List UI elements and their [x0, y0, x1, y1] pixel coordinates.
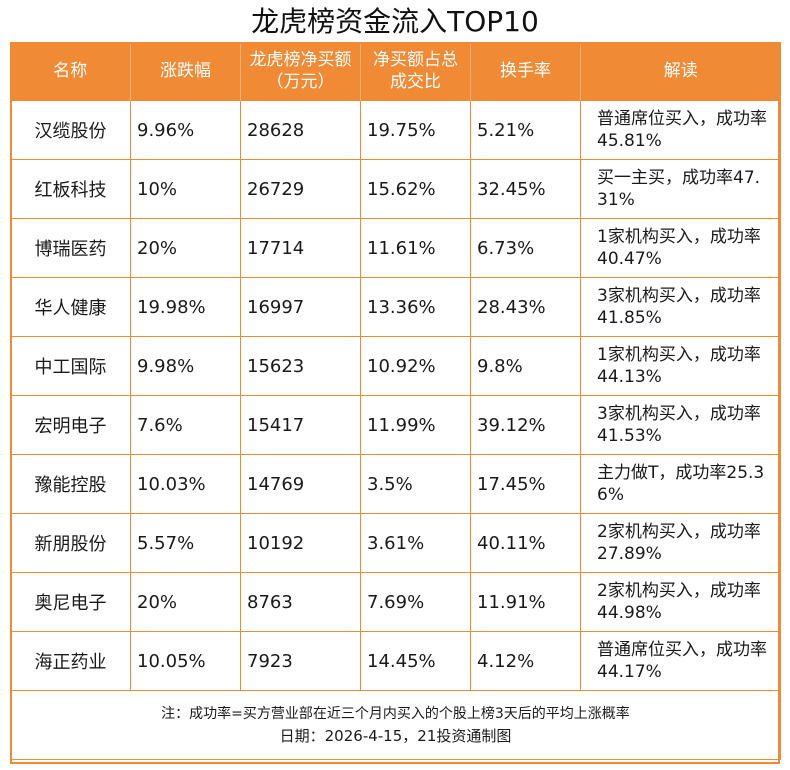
page-title: 龙虎榜资金流入TOP10	[251, 5, 539, 38]
source-line: 日期：2026-4-15，21投资通制图	[279, 727, 512, 745]
table-header-row: 名称 涨跌幅 龙虎榜净买额（万元） 净买额占总成交比 换手率 解读	[10, 42, 781, 101]
cell-ratio: 3.5%	[360, 454, 471, 514]
cell-net-buy: 17714	[240, 218, 361, 278]
table-frame	[10, 42, 780, 764]
cell-net-buy: 10192	[240, 513, 361, 573]
cell-note: 普通席位买入，成功率45.81%	[580, 100, 781, 160]
table-row: 豫能控股 10.03% 14769 3.5% 17.45% 主力做T，成功率25.36%	[10, 454, 781, 514]
cell-note: 3家机构买入，成功率41.53%	[580, 395, 781, 455]
cell-change: 10.05%	[130, 631, 241, 691]
header-change: 涨跌幅	[130, 42, 241, 101]
cell-net-buy: 14769	[240, 454, 361, 514]
cell-name: 红板科技	[10, 159, 131, 219]
cell-turnover: 11.91%	[470, 572, 581, 632]
table-row: 汉缆股份 9.96% 28628 19.75% 5.21% 普通席位买入，成功率45.81…	[10, 100, 781, 160]
cell-note: 买一主买，成功率47.31%	[580, 159, 781, 219]
cell-ratio: 10.92%	[360, 336, 471, 396]
cell-net-buy: 26729	[240, 159, 361, 219]
cell-turnover: 40.11%	[470, 513, 581, 573]
cell-note: 2家机构买入，成功率44.98%	[580, 572, 781, 632]
cell-turnover: 5.21%	[470, 100, 581, 160]
header-turnover: 换手率	[470, 42, 581, 101]
cell-turnover: 17.45%	[470, 454, 581, 514]
header-ratio: 净买额占总成交比	[360, 42, 471, 101]
table-row: 海正药业 10.05% 7923 14.45% 4.12% 普通席位买入，成功率44.17…	[10, 631, 781, 691]
table-row: 红板科技 10% 26729 15.62% 32.45% 买一主买，成功率47.31%	[10, 159, 781, 219]
cell-change: 7.6%	[130, 395, 241, 455]
table-footer-row: 注：成功率=买方营业部在近三个月内买入的个股上榜3天后的平均上涨概率 日期：20…	[10, 690, 781, 760]
cell-ratio: 7.69%	[360, 572, 471, 632]
cell-name: 宏明电子	[10, 395, 131, 455]
cell-note: 2家机构买入，成功率27.89%	[580, 513, 781, 573]
cell-net-buy: 8763	[240, 572, 361, 632]
cell-ratio: 13.36%	[360, 277, 471, 337]
cell-net-buy: 15623	[240, 336, 361, 396]
capital-inflow-table: 名称 涨跌幅 龙虎榜净买额（万元） 净买额占总成交比 换手率 解读 汉缆股份 9.…	[10, 42, 781, 760]
cell-note: 普通席位买入，成功率44.17%	[580, 631, 781, 691]
cell-net-buy: 7923	[240, 631, 361, 691]
header-name: 名称	[10, 42, 131, 101]
footnote: 注：成功率=买方营业部在近三个月内买入的个股上榜3天后的平均上涨概率	[161, 706, 630, 722]
cell-net-buy: 15417	[240, 395, 361, 455]
cell-ratio: 11.99%	[360, 395, 471, 455]
header-note: 解读	[580, 42, 781, 101]
cell-name: 海正药业	[10, 631, 131, 691]
cell-note: 3家机构买入，成功率41.85%	[580, 277, 781, 337]
cell-ratio: 19.75%	[360, 100, 471, 160]
cell-net-buy: 16997	[240, 277, 361, 337]
cell-change: 10%	[130, 159, 241, 219]
cell-note: 1家机构买入，成功率40.47%	[580, 218, 781, 278]
footer-cell: 注：成功率=买方营业部在近三个月内买入的个股上榜3天后的平均上涨概率 日期：20…	[10, 690, 781, 760]
cell-net-buy: 28628	[240, 100, 361, 160]
table-row: 奥尼电子 20% 8763 7.69% 11.91% 2家机构买入，成功率44.98%	[10, 572, 781, 632]
cell-turnover: 4.12%	[470, 631, 581, 691]
cell-change: 20%	[130, 218, 241, 278]
cell-change: 19.98%	[130, 277, 241, 337]
cell-turnover: 32.45%	[470, 159, 581, 219]
table-row: 宏明电子 7.6% 15417 11.99% 39.12% 3家机构买入，成功率41.53…	[10, 395, 781, 455]
table-row: 新朋股份 5.57% 10192 3.61% 40.11% 2家机构买入，成功率27.89…	[10, 513, 781, 573]
cell-name: 博瑞医药	[10, 218, 131, 278]
cell-change: 9.98%	[130, 336, 241, 396]
cell-change: 9.96%	[130, 100, 241, 160]
cell-name: 汉缆股份	[10, 100, 131, 160]
table-row: 华人健康 19.98% 16997 13.36% 28.43% 3家机构买入，成功率41.…	[10, 277, 781, 337]
header-net-buy: 龙虎榜净买额（万元）	[240, 42, 361, 101]
cell-ratio: 14.45%	[360, 631, 471, 691]
table-row: 中工国际 9.98% 15623 10.92% 9.8% 1家机构买入，成功率44.13%	[10, 336, 781, 396]
cell-name: 豫能控股	[10, 454, 131, 514]
cell-note: 1家机构买入，成功率44.13%	[580, 336, 781, 396]
